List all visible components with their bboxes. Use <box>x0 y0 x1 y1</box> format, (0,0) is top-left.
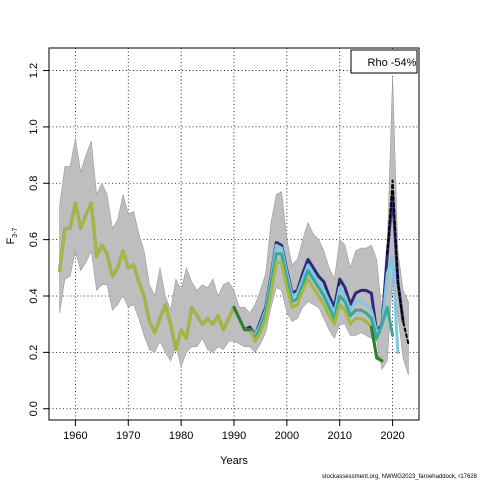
x-axis-title: Years <box>220 455 248 467</box>
y-axis: 0.0 0.2 0.4 0.6 0.8 1.0 1.2 <box>28 63 49 416</box>
y-tick-label: 0.0 <box>28 401 40 416</box>
legend: Rho -54% <box>350 49 418 74</box>
y-axis-title-sub: 3-7 <box>12 227 19 237</box>
x-tick-label: 1980 <box>169 430 193 442</box>
series-lines <box>58 179 410 363</box>
svg-text:F3-7: F3-7 <box>5 227 19 244</box>
x-tick-label: 2020 <box>380 430 404 442</box>
series-line-5 <box>232 305 252 332</box>
legend-box <box>350 49 418 74</box>
series-line-4 <box>58 201 384 363</box>
x-tick-label: 2000 <box>275 430 299 442</box>
x-tick-label: 1990 <box>222 430 246 442</box>
y-axis-title: F3-7 <box>5 227 19 244</box>
series-line-5 <box>369 325 384 363</box>
source-credit: stockassessment.org, NWWG2023_faroehaddo… <box>322 474 478 480</box>
y-axis-title-main: F <box>5 237 17 244</box>
series-line-6 <box>386 179 410 345</box>
y-tick-label: 1.0 <box>28 119 40 134</box>
legend-text: Rho -54% <box>368 57 417 69</box>
y-tick-label: 0.2 <box>28 345 40 360</box>
x-tick-label: 1960 <box>63 430 87 442</box>
x-axis: 1960 1970 1980 1990 2000 2010 2020 <box>63 420 405 442</box>
y-tick-label: 0.4 <box>28 288 40 303</box>
y-tick-label: 1.2 <box>28 63 40 78</box>
x-tick-label: 2010 <box>327 430 351 442</box>
y-tick-label: 0.6 <box>28 232 40 247</box>
y-tick-label: 0.8 <box>28 176 40 191</box>
x-tick-label: 1970 <box>116 430 140 442</box>
confidence-band <box>59 76 409 375</box>
